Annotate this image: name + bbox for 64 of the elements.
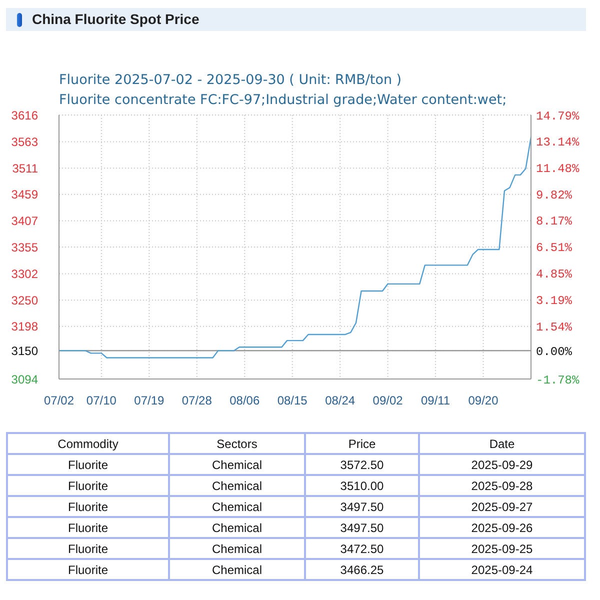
x-tick-label: 09/02: [372, 394, 404, 408]
text: Fluorite: [7, 559, 169, 580]
y2-tick-label: 0.00%: [536, 344, 573, 359]
chart-subtitle: Fluorite 2025-07-02 - 2025-09-30 ( Unit: RMB/ton ): [59, 71, 403, 90]
x-tick-label: 07/10: [86, 394, 117, 408]
y2-tick-label: 6.51%: [536, 241, 573, 256]
text: Fluorite: [7, 517, 169, 538]
y2-tick-label: 14.79%: [536, 109, 580, 124]
text: Chemical: [169, 559, 305, 580]
text: Sectors: [169, 433, 305, 454]
text: Chemical: [169, 496, 305, 517]
text: Commodity: [7, 433, 169, 454]
y-tick-label: 3616: [11, 108, 38, 122]
text: 2025-09-28: [419, 475, 585, 496]
x-tick-label: 07/28: [182, 394, 212, 408]
text: Chemical: [169, 475, 305, 496]
text: Chemical: [169, 517, 305, 538]
x-tick-label: 09/20: [468, 394, 499, 408]
y-tick-label: 3250: [11, 293, 38, 308]
y2-tick-label: -1.78%: [536, 373, 580, 388]
y-tick-label: 3150: [11, 344, 38, 358]
text: Price: [305, 433, 419, 454]
y2-tick-label: 13.14%: [536, 136, 580, 150]
text: 2025-09-25: [419, 538, 585, 559]
y2-tick-label: 11.48%: [536, 162, 580, 176]
y-tick-label: 3563: [11, 135, 38, 150]
y2-tick-label: 4.85%: [536, 268, 573, 282]
y-tick-label: 3407: [11, 214, 38, 228]
y2-tick-label: 9.82%: [536, 188, 573, 202]
y2-tick-label: 1.54%: [536, 320, 573, 334]
y-tick-label: 3198: [11, 320, 38, 334]
y-tick-label: 3094: [11, 372, 38, 386]
text: 2025-09-29: [419, 454, 585, 475]
text: 3466.25: [305, 559, 419, 580]
y-tick-label: 3355: [11, 240, 38, 254]
text: 2025-09-26: [419, 517, 585, 538]
x-tick-label: 08/24: [325, 394, 356, 408]
x-tick-label: 07/02: [44, 394, 74, 408]
y-tick-label: 3511: [12, 161, 38, 176]
text: Fluorite: [7, 454, 169, 475]
text: 3472.50: [305, 538, 419, 559]
text: Fluorite: [7, 496, 169, 517]
text: Chemical: [169, 454, 305, 475]
x-tick-label: 08/06: [230, 394, 260, 408]
y-tick-label: 3302: [11, 267, 38, 282]
text: Fluorite: [7, 538, 169, 559]
line-series: [59, 136, 531, 358]
text: Date: [419, 433, 585, 454]
chart-title: China Fluorite Spot Price: [32, 10, 200, 29]
x-tick-label: 08/15: [277, 394, 308, 408]
text: 2025-09-27: [419, 496, 585, 517]
x-tick-label: 09/11: [420, 394, 450, 408]
y2-tick-label: 3.19%: [536, 294, 573, 308]
y-tick-label: 3459: [11, 188, 38, 202]
text: Fluorite: [7, 475, 169, 496]
text: Chemical: [169, 538, 305, 559]
text: 3497.50: [305, 517, 419, 538]
x-tick-label: 07/19: [134, 394, 164, 408]
text: 3510.00: [305, 475, 419, 496]
y2-tick-label: 8.17%: [536, 214, 573, 229]
text: 3497.50: [305, 496, 419, 517]
text: 2025-09-24: [419, 559, 585, 580]
text: Fluorite concentrate FC:FC-97;Industrial grade;Water content:wet;: [59, 91, 507, 110]
text: 3572.50: [305, 454, 419, 475]
